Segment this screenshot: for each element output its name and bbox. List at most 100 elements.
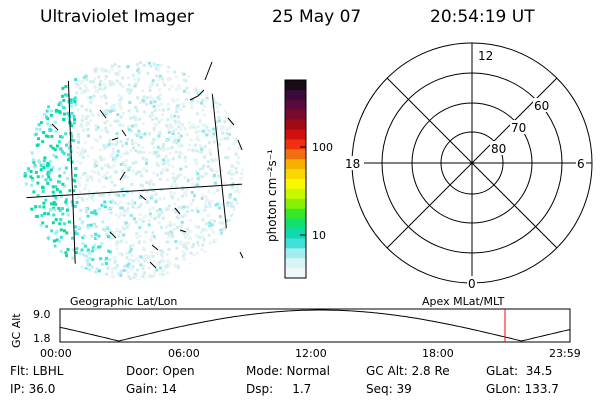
image-pixel <box>80 125 84 129</box>
image-pixel <box>53 120 57 124</box>
image-pixel <box>219 228 223 232</box>
image-pixel <box>171 176 175 180</box>
colorbar-segment <box>285 109 306 121</box>
image-pixel <box>128 165 132 169</box>
image-pixel <box>149 215 153 218</box>
image-pixel <box>151 118 155 121</box>
image-pixel <box>107 235 110 239</box>
image-pixel <box>215 169 219 173</box>
image-pixel <box>128 91 132 95</box>
image-pixel <box>55 230 59 234</box>
image-pixel <box>166 223 170 227</box>
image-pixel <box>98 193 102 197</box>
image-pixel <box>173 207 177 211</box>
image-pixel <box>216 189 220 193</box>
image-pixel <box>151 231 155 235</box>
image-pixel <box>117 73 121 77</box>
polar-grid <box>351 42 593 284</box>
image-pixel <box>63 229 66 233</box>
image-pixel <box>61 207 64 211</box>
image-pixel <box>194 224 198 228</box>
image-pixel <box>31 177 35 181</box>
image-pixel <box>65 203 69 207</box>
image-pixel <box>161 273 165 277</box>
image-pixel <box>150 194 154 198</box>
image-pixel <box>201 129 205 133</box>
image-pixel <box>175 110 179 114</box>
image-pixel <box>165 147 169 151</box>
image-pixel <box>168 220 172 224</box>
image-pixel <box>168 262 172 266</box>
image-pixel <box>154 117 158 121</box>
image-pixel <box>152 183 156 187</box>
image-pixel <box>41 140 45 144</box>
image-pixel <box>112 267 116 271</box>
image-pixel <box>127 275 131 279</box>
image-pixel <box>157 88 161 92</box>
image-pixel <box>107 70 111 74</box>
image-pixel <box>115 140 119 144</box>
image-pixel <box>130 129 133 133</box>
image-pixel <box>72 114 76 118</box>
image-pixel <box>139 279 142 280</box>
image-pixel <box>136 170 140 174</box>
image-pixel <box>217 115 221 119</box>
image-pixel <box>220 221 224 225</box>
image-pixel <box>157 221 161 224</box>
image-pixel <box>115 170 118 174</box>
image-pixel <box>103 69 107 72</box>
auroral-image <box>23 60 243 280</box>
image-pixel <box>78 217 82 221</box>
image-pixel <box>162 259 166 263</box>
image-pixel <box>172 140 176 144</box>
image-pixel <box>151 141 155 145</box>
image-pixel <box>49 113 53 117</box>
image-pixel <box>92 94 96 98</box>
image-pixel <box>147 266 151 270</box>
image-pixel <box>242 167 243 171</box>
image-pixel <box>178 86 182 90</box>
image-pixel <box>156 163 160 167</box>
image-pixel <box>183 252 186 256</box>
gain-status: Gain: 14 <box>126 382 177 396</box>
colorbar-segment <box>285 169 306 180</box>
image-pixel <box>44 134 48 138</box>
image-pixel <box>36 181 40 185</box>
image-pixel <box>119 206 123 210</box>
image-pixel <box>109 154 113 158</box>
image-pixel <box>207 129 211 133</box>
image-pixel <box>116 203 120 207</box>
image-pixel <box>65 143 68 147</box>
image-pixel <box>208 224 212 228</box>
image-pixel <box>112 256 116 259</box>
image-pixel <box>55 238 59 242</box>
image-pixel <box>200 248 204 252</box>
image-pixel <box>39 168 43 172</box>
image-pixel <box>183 257 187 261</box>
image-pixel <box>50 202 54 206</box>
image-pixel <box>207 233 211 237</box>
image-pixel <box>167 247 171 251</box>
image-pixel <box>224 109 228 113</box>
image-pixel <box>52 200 56 204</box>
image-pixel <box>89 96 92 100</box>
image-pixel <box>177 214 181 218</box>
image-pixel <box>156 104 160 108</box>
image-pixel <box>153 100 157 104</box>
date-label: 25 May 07 <box>272 7 362 27</box>
image-pixel <box>106 163 110 167</box>
image-pixel <box>185 86 189 90</box>
image-pixel <box>84 244 87 248</box>
image-pixel <box>78 183 82 187</box>
image-pixel <box>90 146 94 150</box>
image-pixel <box>179 142 183 146</box>
image-pixel <box>176 98 180 102</box>
image-pixel <box>98 83 102 87</box>
image-pixel <box>125 165 129 169</box>
image-pixel <box>210 200 214 204</box>
image-pixel <box>207 214 210 218</box>
image-pixel <box>123 174 127 178</box>
image-pixel <box>119 274 123 278</box>
altitude-panel: Geographic Lat/Lon Apex MLat/MLT GC Alt … <box>10 295 581 360</box>
image-pixel <box>227 147 231 151</box>
